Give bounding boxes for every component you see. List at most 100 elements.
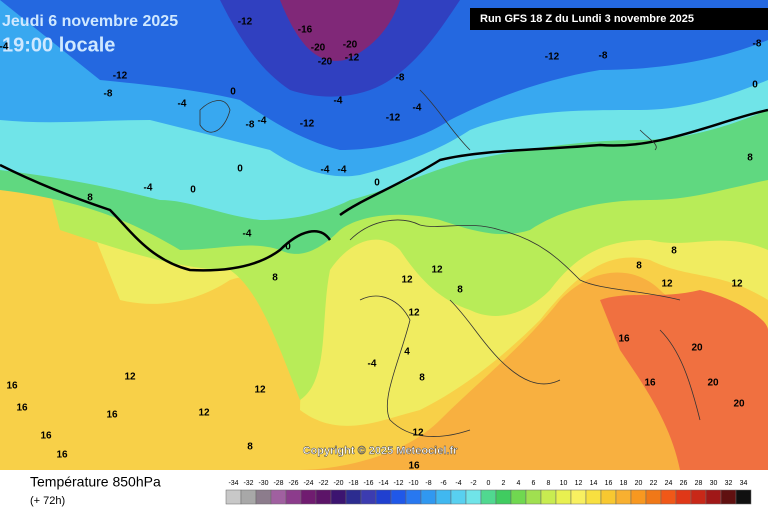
scale-box: [435, 489, 452, 505]
footer-lead: (+ 72h): [30, 495, 65, 507]
contour-label: -4: [413, 103, 422, 114]
contour-label: -4: [338, 165, 347, 176]
scale-label: 28: [695, 480, 703, 487]
scale-box: [405, 489, 422, 505]
scale-box: [510, 489, 527, 505]
scale-box: [225, 489, 242, 505]
contour-label: 0: [752, 80, 758, 91]
zone-hot: [600, 290, 768, 470]
scale-label: -34: [228, 480, 238, 487]
scale-box: [690, 489, 707, 505]
contour-label: 16: [16, 403, 28, 414]
scale-label: 10: [560, 480, 568, 487]
copyright: Copyright © 2025 Meteociel.fr: [303, 445, 459, 457]
scale-box: [330, 489, 347, 505]
scale-label: 18: [620, 480, 628, 487]
scale-label: -30: [258, 480, 268, 487]
contour-label: -8: [104, 89, 113, 100]
contour-label: -4: [243, 229, 252, 240]
contour-label: 8: [272, 273, 278, 284]
scale-box: [420, 489, 437, 505]
zone-purple: [280, 0, 400, 61]
contour-label: 12: [124, 372, 136, 383]
scale-label: -8: [425, 480, 431, 487]
scale-label: -28: [273, 480, 283, 487]
scale-box: [735, 489, 752, 505]
contour-label: 8: [457, 285, 463, 296]
scale-label: -14: [378, 480, 388, 487]
scale-box: [270, 489, 287, 505]
contour-label: 8: [419, 373, 425, 384]
contour-label: 12: [412, 428, 424, 439]
contour-label: -20: [311, 43, 326, 54]
scale-label: -2: [470, 480, 476, 487]
contour-label: -4: [0, 42, 9, 53]
contour-label: -4: [258, 116, 267, 127]
contour-label: 16: [106, 410, 118, 421]
scale-box: [315, 489, 332, 505]
scale-box: [600, 489, 617, 505]
scale-label: 0: [487, 480, 491, 487]
scale-box: [585, 489, 602, 505]
contour-label: 12: [431, 265, 443, 276]
scale-label: 34: [740, 480, 748, 487]
contour-label: -8: [246, 120, 255, 131]
contour-label: 20: [691, 343, 703, 354]
scale-label: -12: [393, 480, 403, 487]
time-label: 19:00 locale: [2, 34, 115, 56]
contour-label: -4: [144, 183, 153, 194]
scale-box: [375, 489, 392, 505]
contour-label: 12: [198, 408, 210, 419]
scale-label: 2: [502, 480, 506, 487]
scale-box: [660, 489, 677, 505]
contour-label: 12: [731, 279, 743, 290]
scale-box: [285, 489, 302, 505]
scale-box: [255, 489, 272, 505]
contour-label: 16: [618, 334, 630, 345]
contour-label: -4: [321, 165, 330, 176]
contour-label: -12: [300, 119, 315, 130]
scale-box: [570, 489, 587, 505]
scale-box: [720, 489, 737, 505]
scale-box: [465, 489, 482, 505]
scale-box: [240, 489, 257, 505]
scale-label: -22: [318, 480, 328, 487]
scale-label: -24: [303, 480, 313, 487]
contour-label: 12: [661, 279, 673, 290]
scale-label: 30: [710, 480, 718, 487]
zero-isotherm: [0, 108, 768, 272]
contour-label: 8: [87, 193, 93, 204]
contour-label: -8: [599, 51, 608, 62]
coastlines: [199, 89, 701, 437]
scale-label: 20: [635, 480, 643, 487]
scale-box: [555, 489, 572, 505]
run-box: [470, 8, 768, 30]
scale-label: -20: [333, 480, 343, 487]
scale-box: [390, 489, 407, 505]
contour-label: 8: [747, 153, 753, 164]
scale-label: 6: [532, 480, 536, 487]
scale-box: [360, 489, 377, 505]
contour-label: -4: [368, 359, 377, 370]
scale-label: 12: [575, 480, 583, 487]
contour-label: -4: [178, 99, 187, 110]
contour-label: 4: [404, 347, 410, 358]
scale-box: [630, 489, 647, 505]
contour-labels: -12-16-20-20-20-12-8-12 -8-4-12-8-40-8 -4-…: [0, 17, 762, 472]
contour-label: -8: [396, 73, 405, 84]
contour-label: 16: [56, 450, 68, 461]
scale-box: [645, 489, 662, 505]
contour-label: 16: [6, 381, 18, 392]
contour-label: 12: [401, 275, 413, 286]
contour-label: 8: [671, 246, 677, 257]
scale-label: -4: [455, 480, 461, 487]
contour-label: 12: [254, 385, 266, 396]
contour-label: 16: [40, 431, 52, 442]
scale-box: [345, 489, 362, 505]
scale-label: -32: [243, 480, 253, 487]
contour-label: 0: [230, 87, 236, 98]
scale-box: [615, 489, 632, 505]
run-label: Run GFS 18 Z du Lundi 3 novembre 2025: [480, 13, 694, 25]
scale-box: [540, 489, 557, 505]
contour-label: -8: [753, 39, 762, 50]
